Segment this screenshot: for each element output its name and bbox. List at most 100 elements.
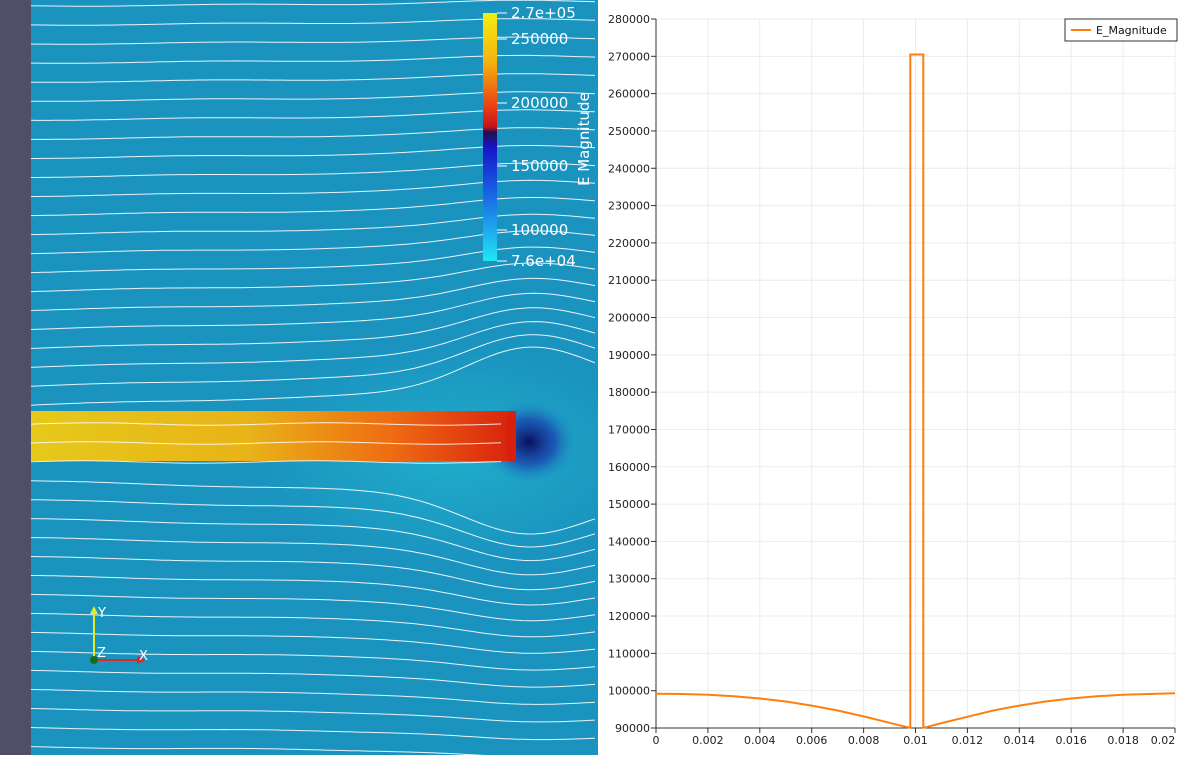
colorbar-gradient — [483, 13, 497, 261]
streamline — [31, 246, 596, 274]
y-tick-label: 200000 — [608, 312, 650, 325]
y-tick-label: 220000 — [608, 237, 650, 250]
streamline — [31, 422, 502, 426]
streamline — [31, 277, 596, 311]
colorbar-tick-label: 150000 — [511, 157, 568, 175]
x-tick-label: 0.014 — [1004, 734, 1036, 747]
streamlines — [31, 0, 596, 755]
legend-label: E_Magnitude — [1096, 24, 1167, 37]
x-tick-label: 0 — [653, 734, 660, 747]
series-line-e-magnitude — [655, 53, 1176, 729]
y-tick-label: 160000 — [608, 461, 650, 474]
streamline — [31, 91, 596, 102]
x-axis-arrowhead — [137, 656, 146, 664]
streamline — [31, 145, 596, 159]
streamline — [31, 321, 596, 368]
streamline — [31, 460, 502, 464]
streamline — [31, 0, 596, 7]
toolbar-strip — [0, 0, 31, 755]
x-tick-label: 0.004 — [744, 734, 776, 747]
conductor-tip — [505, 411, 516, 461]
orientation-x-label: X — [139, 649, 148, 664]
color-legend: 2.7e+05 250000 200000 150000 100000 7.6e… — [483, 4, 593, 270]
streamline — [31, 162, 596, 178]
streamline — [31, 631, 596, 654]
y-tick-label: 230000 — [608, 200, 650, 213]
streamline — [31, 73, 596, 83]
streamline — [31, 109, 596, 121]
streamline — [31, 612, 596, 638]
y-tick-label: 110000 — [608, 647, 650, 660]
line-chart[interactable]: 90000 100000 110000 120000 130000 140000 15000… — [598, 0, 1196, 755]
streamline — [31, 179, 596, 198]
y-tick-label: 170000 — [608, 423, 650, 436]
colorbar-tick-label: 7.6e+04 — [511, 252, 576, 270]
streamline — [31, 593, 596, 622]
chart-series — [655, 53, 1176, 729]
streamline — [31, 499, 596, 548]
conductor-strip — [31, 411, 516, 461]
streamline — [31, 346, 596, 406]
y-tick-label: 190000 — [608, 349, 650, 362]
chart-legend[interactable]: E_Magnitude — [1064, 18, 1178, 42]
x-tick-label: 0.02 — [1151, 734, 1176, 747]
chart-axes: 90000 100000 110000 120000 130000 140000 15000… — [608, 13, 1176, 747]
streamline — [31, 18, 596, 26]
x-tick-label: 0.016 — [1055, 734, 1087, 747]
x-tick-label: 0.008 — [848, 734, 880, 747]
streamline — [31, 746, 486, 755]
streamline — [31, 575, 596, 606]
x-tick-label: 0.002 — [692, 734, 724, 747]
y-tick-label: 130000 — [608, 573, 650, 586]
colorbar-tick-label: 250000 — [511, 30, 568, 48]
streamline — [31, 708, 596, 723]
line-chart-view[interactable]: 90000 100000 110000 120000 130000 140000 15000… — [598, 0, 1196, 755]
chart-grid — [655, 18, 1176, 729]
y-tick-label: 120000 — [608, 610, 650, 623]
streamline — [31, 669, 596, 688]
streamline — [31, 213, 596, 236]
streamline — [31, 727, 596, 741]
y-tick-label: 100000 — [608, 685, 650, 698]
streamline — [31, 480, 596, 535]
x-tick-label: 0.006 — [796, 734, 828, 747]
orientation-axes: Y Z X — [90, 606, 148, 664]
y-tick-label: 150000 — [608, 498, 650, 511]
streamline — [31, 36, 596, 45]
streamline — [31, 292, 596, 330]
z-axis-marker — [90, 656, 98, 664]
streamline — [31, 197, 596, 217]
y-tick-label: 270000 — [608, 50, 650, 63]
y-tick-label: 90000 — [615, 722, 650, 735]
streamline — [31, 334, 596, 387]
y-axis-arrowhead — [90, 606, 98, 614]
field-render[interactable]: 2.7e+05 250000 200000 150000 100000 7.6e… — [31, 0, 598, 755]
colorbar-tick-label: 2.7e+05 — [511, 4, 576, 22]
streamline — [31, 441, 502, 445]
y-tick-label: 140000 — [608, 535, 650, 548]
y-tick-label: 280000 — [608, 13, 650, 26]
colorbar-tick-label: 200000 — [511, 94, 568, 112]
x-tick-label: 0.018 — [1107, 734, 1139, 747]
streamline — [31, 556, 596, 591]
y-tick-label: 180000 — [608, 386, 650, 399]
streamline — [31, 307, 596, 349]
x-tick-label: 0.01 — [903, 734, 928, 747]
orientation-y-label: Y — [97, 606, 106, 621]
colorbar-tick-label: 100000 — [511, 221, 568, 239]
legend-box — [1064, 18, 1178, 42]
streamline — [31, 262, 596, 293]
streamline — [31, 127, 596, 140]
colorbar-title: E Magnitude — [575, 92, 593, 186]
streamline — [31, 54, 596, 64]
y-tick-label: 260000 — [608, 88, 650, 101]
y-tick-label: 240000 — [608, 162, 650, 175]
y-tick-label: 210000 — [608, 274, 650, 287]
streamline — [31, 689, 596, 705]
streamline — [31, 537, 596, 576]
x-tick-label: 0.012 — [952, 734, 984, 747]
streamline — [31, 230, 596, 255]
streamline — [31, 650, 596, 671]
streamline — [31, 518, 596, 562]
render-view-3d[interactable]: 2.7e+05 250000 200000 150000 100000 7.6e… — [31, 0, 598, 755]
